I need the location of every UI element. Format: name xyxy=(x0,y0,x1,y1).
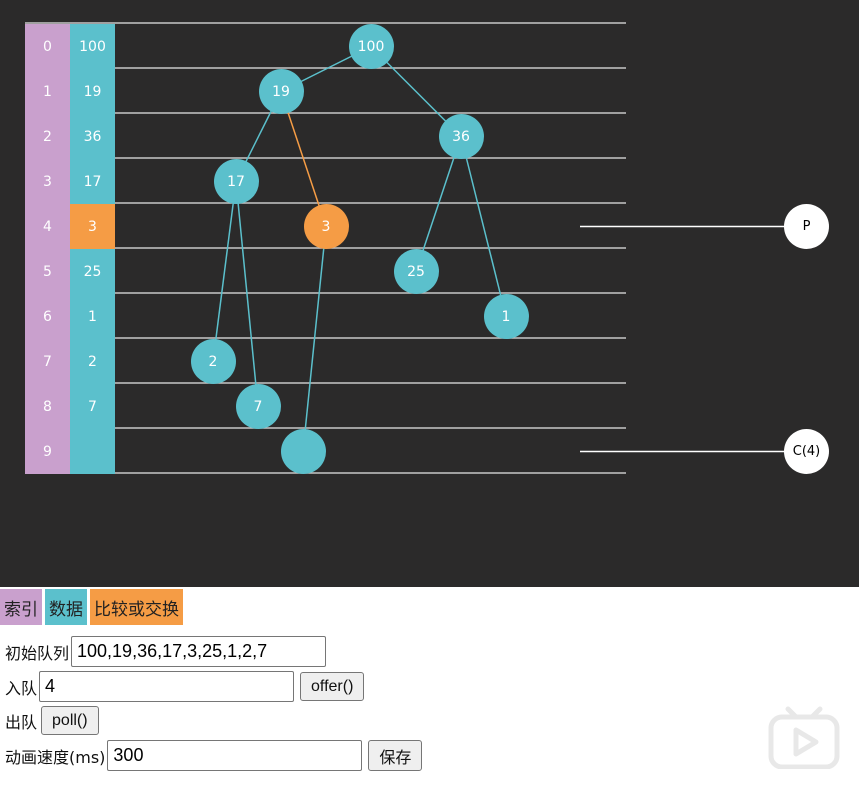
tree-edge xyxy=(460,136,507,317)
tree-node: 2 xyxy=(190,339,236,384)
array-data-cell: 7 xyxy=(70,384,115,429)
array-data-cell: 1 xyxy=(70,294,115,339)
pointer-c: C(4) xyxy=(784,429,829,474)
video-player-logo-icon xyxy=(768,705,840,773)
legend: 索引 数据 比较或交换 xyxy=(0,589,186,625)
tree-node xyxy=(280,429,326,474)
initial-queue-input[interactable] xyxy=(71,636,327,667)
tree-node: 36 xyxy=(438,114,484,159)
speed-input[interactable] xyxy=(107,740,363,771)
offer-input[interactable] xyxy=(39,671,295,702)
legend-compare-swap: 比较或交换 xyxy=(90,589,183,625)
tree-node: 25 xyxy=(393,249,439,294)
array-data-cell: 36 xyxy=(70,114,115,159)
array-index-cell: 6 xyxy=(25,294,70,339)
offer-row: 入队 offer() xyxy=(5,671,365,702)
array-data-cell: 100 xyxy=(70,24,115,69)
array-index-cell: 9 xyxy=(25,429,70,474)
tree-node: 1 xyxy=(483,294,529,339)
speed-row: 动画速度(ms) 保存 xyxy=(5,740,423,771)
tree-node: 3 xyxy=(303,204,349,249)
legend-data: 数据 xyxy=(45,589,87,625)
array-data-cell: 19 xyxy=(70,69,115,114)
save-button[interactable]: 保存 xyxy=(368,740,423,771)
poll-label: 出队 xyxy=(5,712,38,732)
offer-button[interactable]: offer() xyxy=(300,672,365,701)
tree-edge xyxy=(280,91,327,227)
visualization-canvas: 0 100 1 19 2 36 3 17 4 3 5 25 6 1 7 2 8 7 9 100 19 36 17 3 25 1 2… xyxy=(0,0,859,587)
speed-label: 动画速度(ms) xyxy=(5,747,106,767)
array-data-cell: 17 xyxy=(70,159,115,204)
poll-row: 出队 poll() xyxy=(5,706,99,735)
pointer-p: P xyxy=(784,204,829,249)
array-data-cell: 25 xyxy=(70,249,115,294)
tree-edge xyxy=(235,181,259,407)
tree-edge xyxy=(212,181,237,362)
tree-node: 100 xyxy=(348,24,394,69)
array-index-cell: 0 xyxy=(25,24,70,69)
tree-edge xyxy=(415,136,462,272)
array-index-cell: 3 xyxy=(25,159,70,204)
array-data-cell: 3 xyxy=(70,204,115,249)
tree-node: 7 xyxy=(235,384,281,429)
array-index-cell: 1 xyxy=(25,69,70,114)
array-index-cell: 7 xyxy=(25,339,70,384)
array-index-cell: 8 xyxy=(25,384,70,429)
array-index-cell: 2 xyxy=(25,114,70,159)
array-index-cell: 4 xyxy=(25,204,70,249)
array-index-cell: 5 xyxy=(25,249,70,294)
array-data-cell xyxy=(70,429,115,474)
tree-node: 17 xyxy=(213,159,259,204)
legend-index: 索引 xyxy=(0,589,42,625)
initial-queue-row: 初始队列 xyxy=(5,636,327,667)
offer-label: 入队 xyxy=(5,678,38,698)
poll-button[interactable]: poll() xyxy=(41,706,99,735)
tree-edge xyxy=(302,226,327,452)
heap-lines-layer xyxy=(25,22,786,474)
initial-queue-label: 初始队列 xyxy=(5,643,70,663)
array-data-cell: 2 xyxy=(70,339,115,384)
tree-node: 19 xyxy=(258,69,304,114)
